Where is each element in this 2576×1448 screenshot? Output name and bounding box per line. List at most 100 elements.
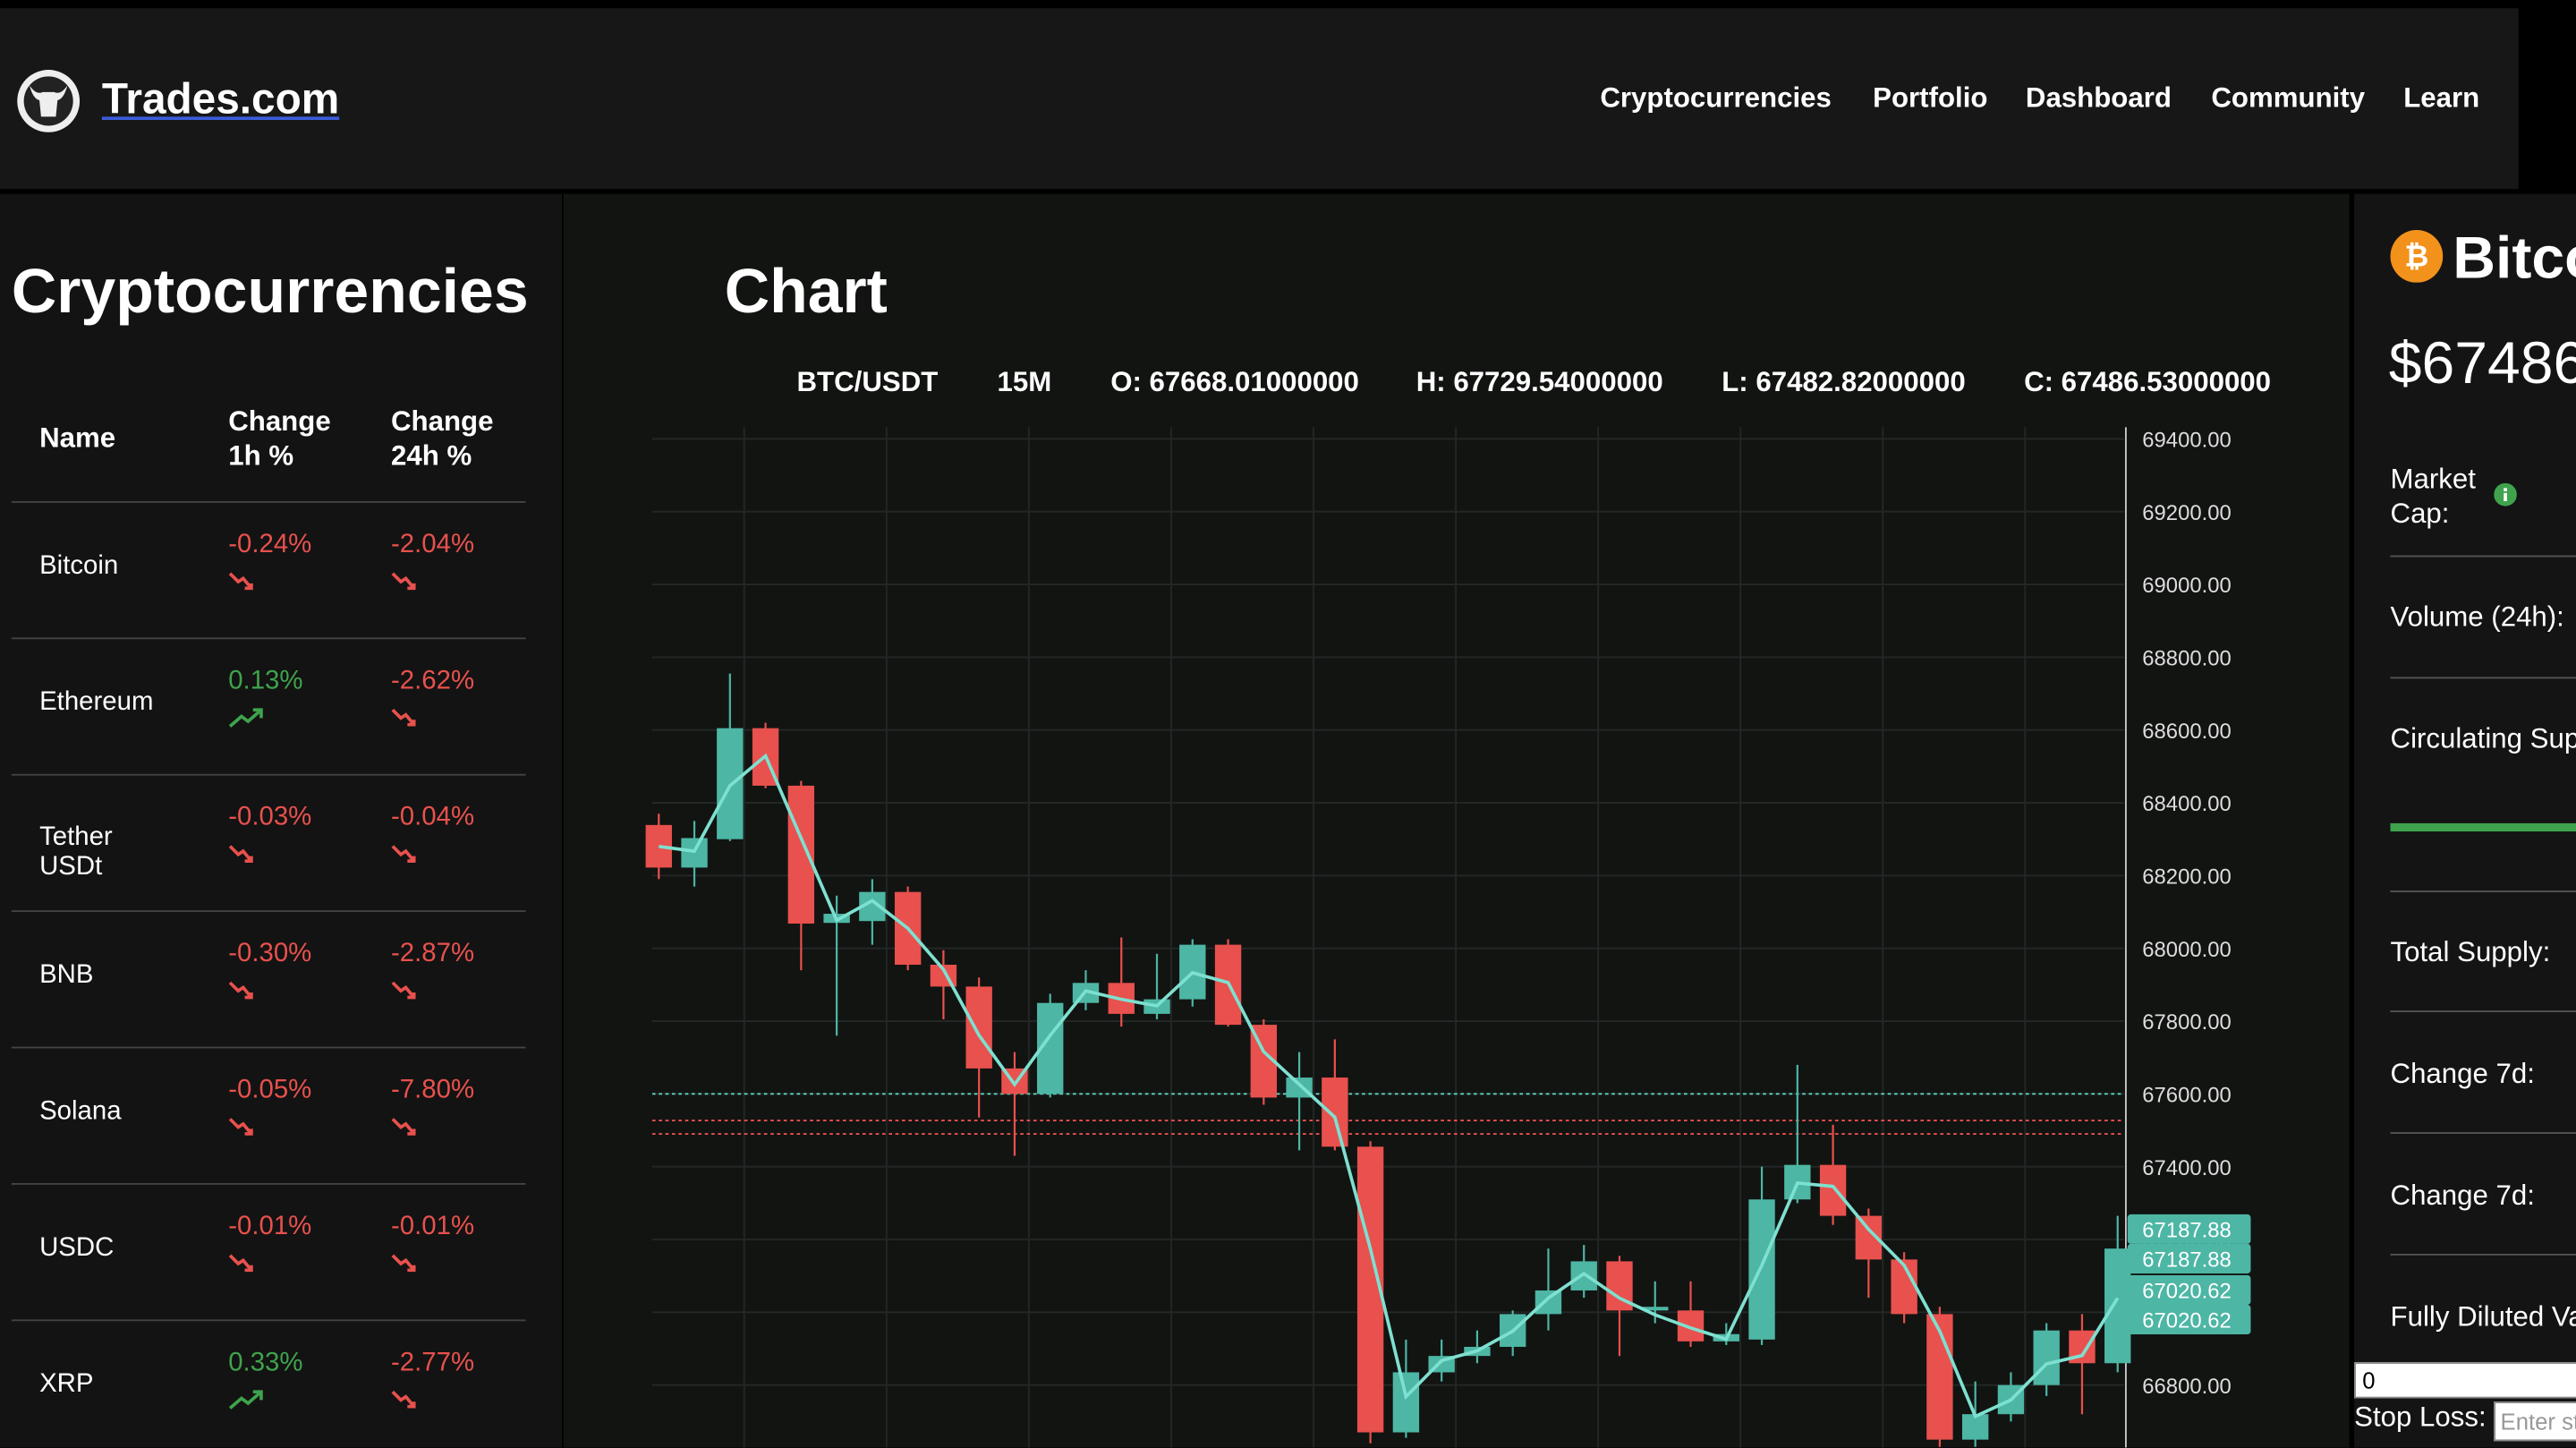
trend-icon xyxy=(228,1390,263,1410)
change-value: -0.24% xyxy=(228,531,312,559)
candle-body xyxy=(2104,1248,2131,1364)
change-value: -0.03% xyxy=(228,803,312,832)
supply-bar xyxy=(2390,822,2576,832)
sidebar-title: Cryptocurrencies xyxy=(11,258,529,328)
candle-body xyxy=(1570,1261,1597,1290)
info-icon[interactable] xyxy=(2494,482,2517,507)
coin-name[interactable]: BNB xyxy=(39,961,94,990)
y-tick-label: 69400.00 xyxy=(2142,429,2232,453)
input-label: Stop Loss: xyxy=(2354,1401,2487,1434)
candle-body xyxy=(1961,1414,1989,1440)
stat-label: Change 7d: xyxy=(2390,1180,2535,1212)
coin-price: $67486 xyxy=(2388,328,2576,396)
table-header: Change 1h % xyxy=(228,405,331,472)
ohlc-label: C: 67486.53000000 xyxy=(2024,366,2272,398)
ohlc-label: O: 67668.01000000 xyxy=(1110,366,1359,398)
trend-icon xyxy=(228,981,253,1000)
change-value: -7.80% xyxy=(390,1076,475,1104)
candle-body xyxy=(1819,1164,1847,1216)
candle-body xyxy=(787,785,815,924)
row-separator xyxy=(2390,677,2576,679)
price-tag-label: 67187.88 xyxy=(2142,1219,2232,1243)
stat-label: Total Supply: xyxy=(2390,936,2551,968)
row-separator xyxy=(11,637,526,640)
stop-loss-input[interactable]: Enter st xyxy=(2494,1401,2576,1442)
candlestick-chart: 66800.0067000.0067200.0067400.0067600.00… xyxy=(645,427,2251,1448)
change-value: 0.33% xyxy=(228,1349,303,1377)
coin-name[interactable]: Ethereum xyxy=(39,688,154,717)
change-value: 0.13% xyxy=(228,667,303,695)
amount-input[interactable]: 0 xyxy=(2354,1362,2576,1399)
row-separator xyxy=(2390,555,2576,558)
trend-icon xyxy=(228,845,253,863)
stat-label: Market Cap: xyxy=(2390,463,2476,530)
row-separator xyxy=(11,1182,526,1185)
change-value: -2.04% xyxy=(390,531,475,559)
nav-link[interactable]: Community xyxy=(2211,81,2366,114)
stat-label: Volume (24h): xyxy=(2390,601,2564,633)
trend-icon xyxy=(391,981,416,1000)
price-tag xyxy=(2127,1243,2251,1273)
y-tick-label: 67800.00 xyxy=(2142,1010,2232,1035)
trend-icon xyxy=(391,708,416,727)
coin-name[interactable]: Bitcoin xyxy=(39,551,119,581)
price-tag-label: 67187.88 xyxy=(2142,1248,2232,1273)
row-separator xyxy=(11,773,526,776)
detail-panel: ₿ Bitco $67486 Market Cap: Volume (24h):… xyxy=(2354,193,2576,1448)
nav-link[interactable]: Cryptocurrencies xyxy=(1600,81,1832,114)
trend-icon xyxy=(228,1254,253,1273)
change-value: -0.05% xyxy=(228,1076,312,1104)
trend-icon xyxy=(228,708,263,728)
coin-icon: ₿ xyxy=(2390,230,2444,283)
y-tick-label: 68400.00 xyxy=(2142,792,2232,816)
y-tick-label: 68800.00 xyxy=(2142,647,2232,671)
y-tick-label: 67400.00 xyxy=(2142,1156,2232,1180)
row-separator xyxy=(11,501,526,503)
trend-icon xyxy=(228,1118,253,1136)
change-value: -2.77% xyxy=(390,1349,475,1377)
price-tag xyxy=(2127,1274,2251,1305)
interval: 15M xyxy=(997,366,1052,398)
nav-link[interactable]: Dashboard xyxy=(2025,81,2172,114)
nav-link[interactable]: Learn xyxy=(2403,81,2480,114)
y-tick-label: 68000.00 xyxy=(2142,938,2232,962)
y-tick-label: 67600.00 xyxy=(2142,1084,2232,1108)
change-value: -2.62% xyxy=(390,667,475,695)
change-value: -2.87% xyxy=(390,940,475,968)
stat-label: Change 7d: xyxy=(2390,1058,2535,1090)
coin-name[interactable]: Tether USDt xyxy=(39,822,113,882)
trend-icon xyxy=(391,1390,416,1409)
y-tick-label: 66800.00 xyxy=(2142,1375,2232,1399)
svg-text:₿: ₿ xyxy=(2404,240,2428,273)
table-header: Name xyxy=(39,422,116,454)
nav-link[interactable]: Portfolio xyxy=(1873,81,1988,114)
row-separator xyxy=(2390,1010,2576,1013)
price-tag xyxy=(2127,1304,2251,1334)
y-tick-label: 68200.00 xyxy=(2142,865,2232,890)
coin-name[interactable]: XRP xyxy=(39,1370,94,1399)
price-tag-label: 67020.62 xyxy=(2142,1280,2232,1304)
y-tick-label: 68600.00 xyxy=(2142,720,2232,744)
row-separator xyxy=(2390,1253,2576,1256)
stat-label: Circulating Sup xyxy=(2390,722,2576,754)
coin-name[interactable]: Solana xyxy=(39,1097,122,1126)
trend-icon xyxy=(391,572,416,591)
row-separator xyxy=(11,910,526,913)
change-value: -0.01% xyxy=(228,1213,312,1241)
trend-icon xyxy=(391,845,416,863)
ohlc-label: L: 67482.82000000 xyxy=(1722,366,1966,398)
sidebar xyxy=(0,193,562,1448)
coin-name[interactable]: USDC xyxy=(39,1233,115,1263)
coin-name: Bitco xyxy=(2453,223,2576,291)
trend-icon xyxy=(228,572,253,591)
brand[interactable]: Trades.com xyxy=(101,73,340,124)
change-value: -0.04% xyxy=(390,803,475,832)
logo-icon[interactable] xyxy=(15,67,82,134)
trend-icon xyxy=(391,1118,416,1136)
row-separator xyxy=(11,1046,526,1049)
candle-body xyxy=(965,986,992,1069)
trend-icon xyxy=(391,1254,416,1273)
change-value: -0.01% xyxy=(390,1213,475,1241)
candle-body xyxy=(1535,1290,1562,1315)
